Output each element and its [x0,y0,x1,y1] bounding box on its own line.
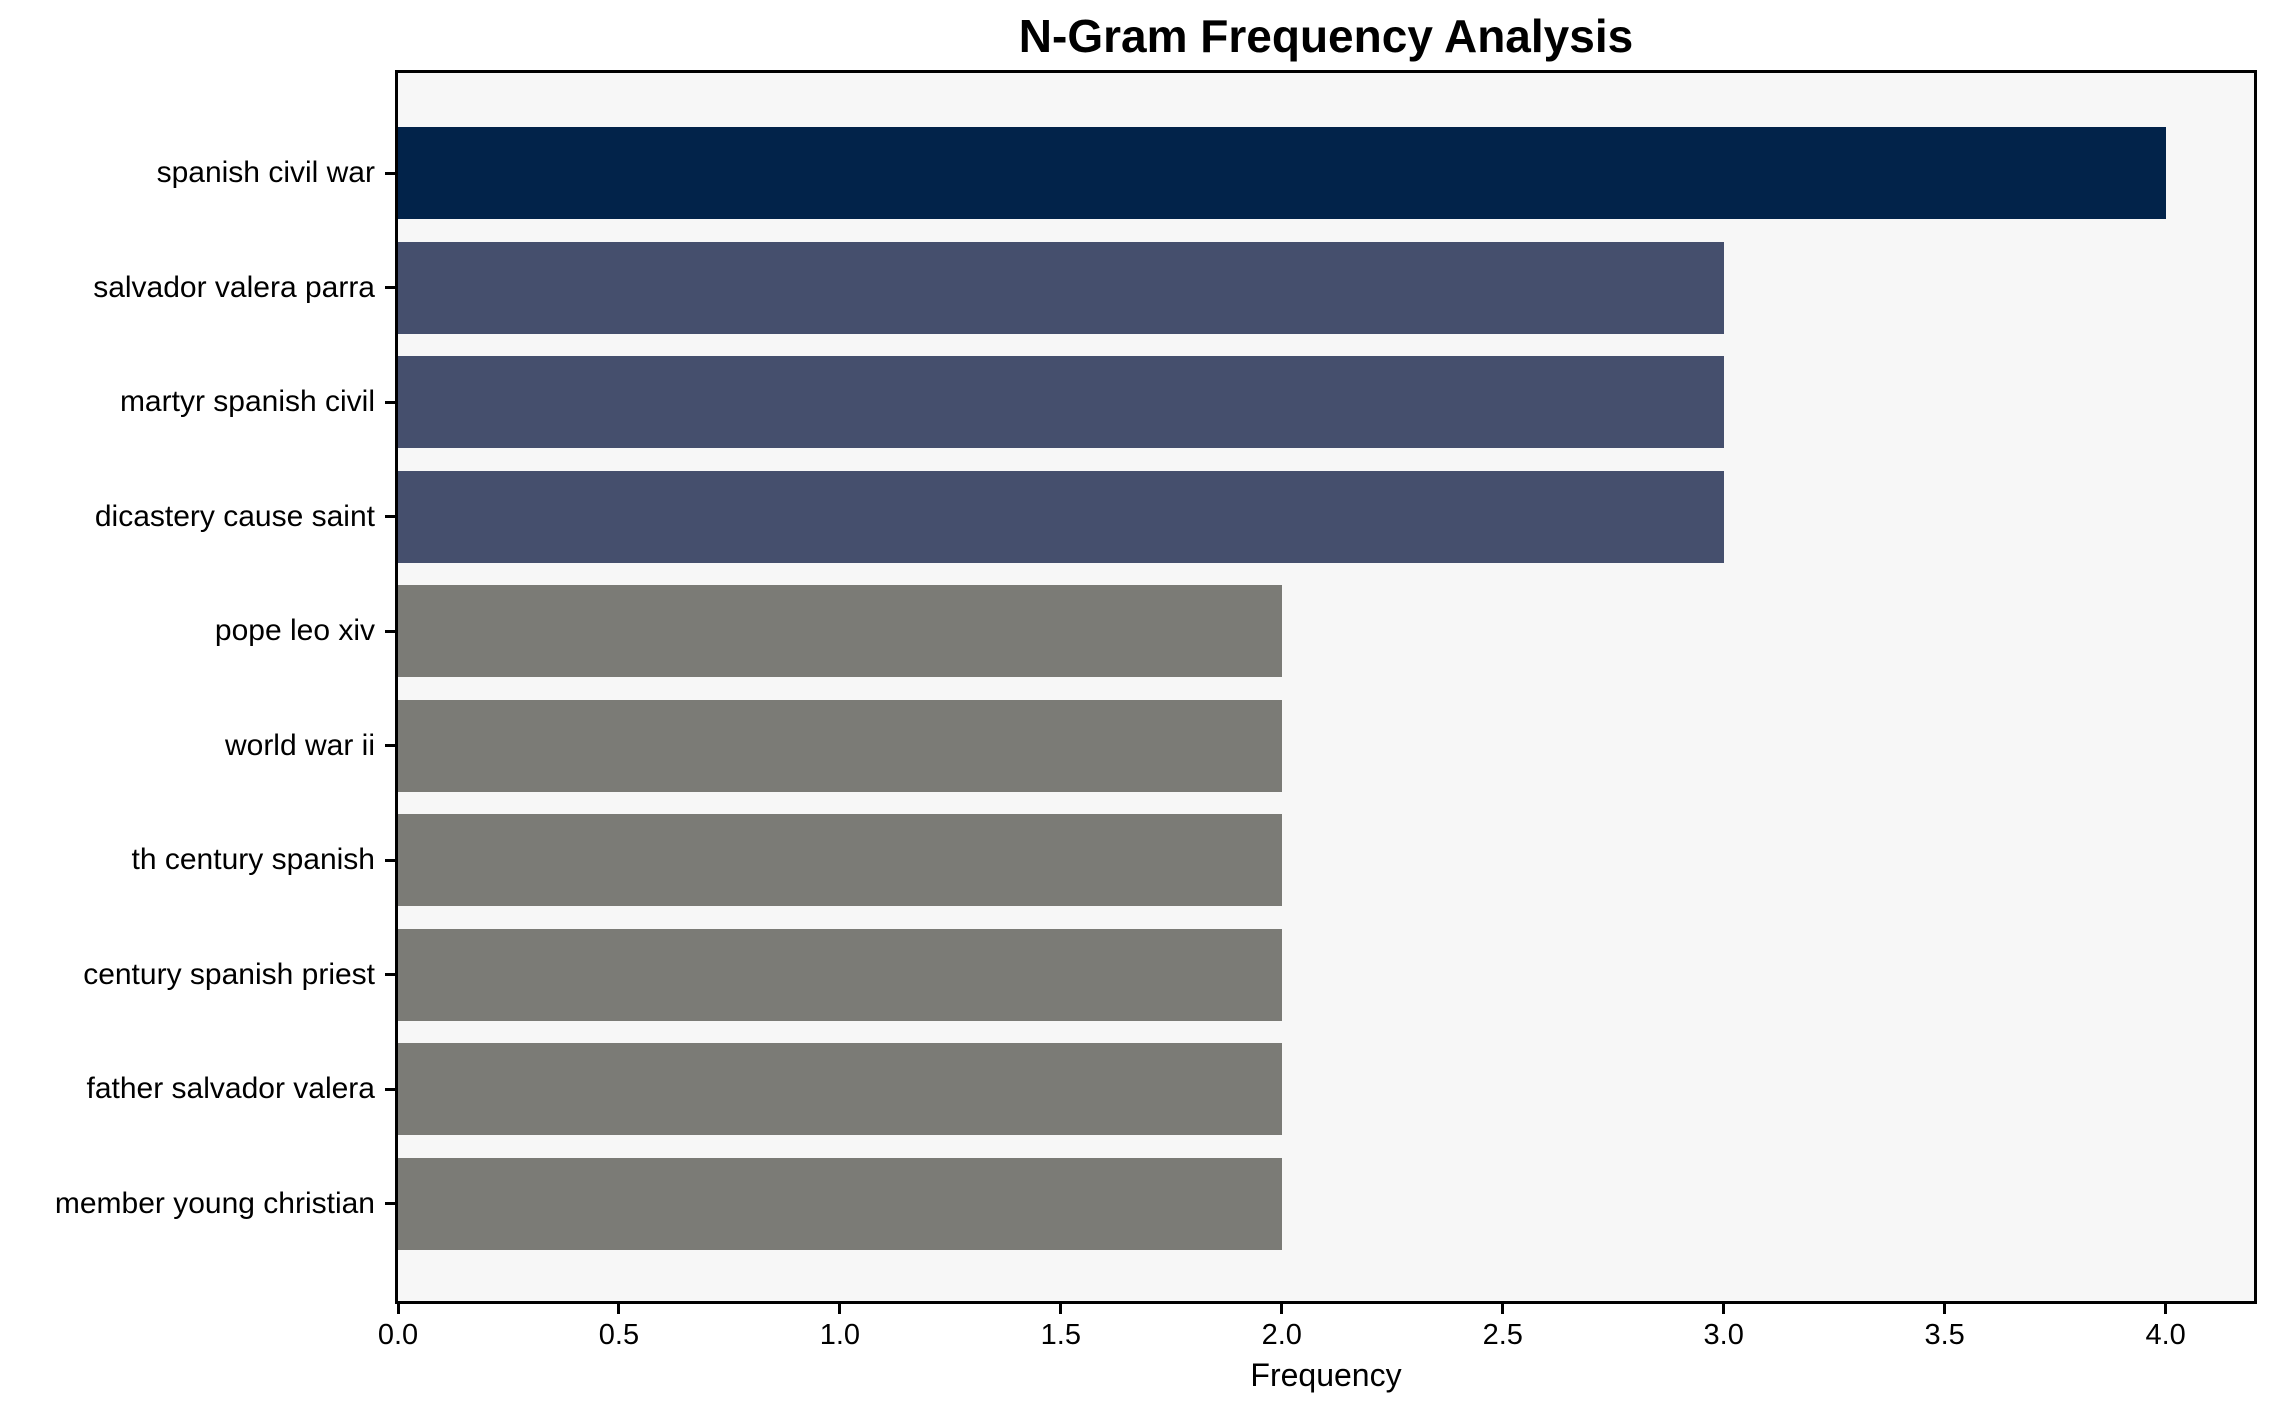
y-axis-label: spanish civil war [156,156,375,189]
x-tick-mark [1722,1304,1726,1314]
x-tick-mark [396,1304,400,1314]
y-tick-mark [385,400,397,404]
bar [398,127,2166,219]
x-tick-label: 0.5 [598,1319,640,1351]
bar [398,928,1282,1021]
x-tick-label: 0.0 [377,1319,419,1351]
bar [398,814,1282,906]
chart-title: N-Gram Frequency Analysis [1018,10,1634,62]
y-tick-mark [385,171,397,175]
y-axis-label: dicastery cause saint [94,499,375,533]
bar [398,470,1724,563]
y-axis-label: member young christian [54,1186,375,1220]
bar [398,1157,1282,1250]
x-tick-label: 2.5 [1482,1319,1523,1351]
x-axis-label: Frequency [1250,1357,1402,1393]
x-tick-label: 3.5 [1924,1319,1965,1351]
bar [398,356,1724,448]
x-tick-label: 1.0 [819,1319,861,1351]
y-tick-mark [385,629,397,633]
y-tick-mark [385,515,397,518]
bar [398,1043,1282,1135]
x-tick-mark [1501,1304,1505,1314]
y-axis-label: century spanish priest [83,957,375,991]
x-tick-mark [1280,1304,1284,1314]
x-tick-label: 1.5 [1040,1319,1081,1351]
y-axis-label: salvador valera parra [93,270,375,304]
bar [398,699,1282,792]
y-tick-mark [385,1087,397,1091]
y-tick-mark [385,744,397,747]
x-tick-label: 4.0 [2145,1319,2186,1351]
x-tick-label: 3.0 [1703,1319,1744,1351]
y-axis-label: father salvador valera [86,1072,376,1105]
y-tick-mark [385,1202,397,1205]
y-axis-label: th century spanish [131,843,375,876]
x-tick-mark [2164,1304,2168,1314]
y-tick-mark [385,973,397,976]
x-tick-mark [838,1304,842,1314]
x-tick-mark [1059,1304,1063,1314]
y-tick-mark [385,858,397,862]
x-tick-label: 2.0 [1261,1319,1302,1351]
plot-area [395,70,2257,1304]
bar [398,585,1282,677]
y-axis-label: martyr spanish civil [119,385,375,418]
x-tick-mark [617,1304,621,1314]
y-axis-label: pope leo xiv [214,614,375,647]
y-tick-mark [385,286,397,289]
x-tick-mark [1943,1304,1947,1314]
y-axis-label: world war ii [224,728,375,762]
bar [398,241,1724,334]
